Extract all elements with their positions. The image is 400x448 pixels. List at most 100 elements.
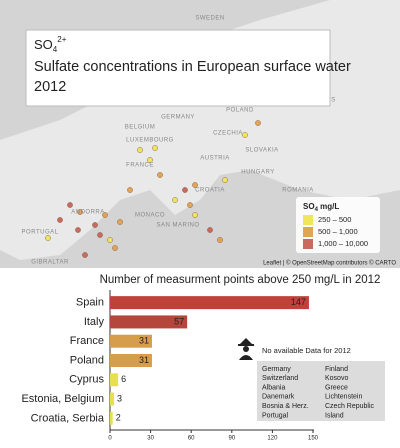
title-box [25,29,331,107]
no-data-country: Island [325,412,344,419]
map-label: CROATIA [195,188,225,194]
y-tick-label: Spain [76,297,104,309]
map-dot [192,212,198,218]
no-data-country: Lichtenstein [325,394,362,401]
map-dot [102,212,108,218]
map-dot [192,182,198,188]
map-title: Sulfate concentrations in European surfa… [34,59,351,75]
y-tick-label: Poland [70,354,104,366]
map-dot [45,235,51,241]
map-dot [112,245,118,251]
x-tick-label: 60 [188,436,195,442]
map-dot [187,202,193,208]
value-label: 31 [139,355,149,365]
legend-title-sub: 4 [315,207,319,213]
x-tick-label: 0 [108,436,112,442]
value-label: 3 [117,393,122,403]
map-dots [45,77,261,258]
attribution[interactable]: Leaflet | © OpenStreetMap contributors ©… [263,260,396,267]
map-dot [67,202,73,208]
no-data-country: Czech Republic [325,403,375,410]
map-label: MONACO [135,213,165,219]
map-dot [97,232,103,238]
map-dot [92,222,98,228]
x-tick-label: 30 [147,436,154,442]
map-label: CZECHIA [213,131,243,137]
x-tick-label: 150 [308,436,319,442]
legend-label: 500 – 1,000 [318,227,358,236]
map-dot [242,132,248,138]
formula-sup: 2+ [57,35,66,44]
bar [110,373,119,387]
x-tick-label: 120 [267,436,278,442]
legend-box [296,197,380,253]
no-data-country: Switzerland [262,375,298,382]
y-tick-label: Croatia, Serbia [31,412,105,424]
no-data-country: Bosnia & Herz. [262,403,309,410]
spy-icon [238,338,254,360]
map-dot [217,237,223,243]
bar [110,334,152,348]
map-dot [182,187,188,193]
legend-label: 250 – 500 [318,215,351,224]
legend-swatch [303,239,313,249]
value-label: 6 [121,374,126,384]
no-data-box [257,361,385,421]
value-label: 57 [174,316,184,326]
no-data-list: Germany Switzerland Albania Danemark Bosnia … [262,366,375,420]
map-dot [75,227,81,233]
no-data-country: Albania [262,384,285,391]
bar [110,354,152,367]
bar [110,411,113,425]
map-label: FRANCE [126,163,154,169]
map-dot [152,145,158,151]
map-label: GERMANY [161,115,195,121]
map-dot [77,209,83,215]
y-tick-label: Estonia, Belgium [21,393,104,405]
y-tick-label: France [70,335,104,347]
map-label: ANDORRA [71,210,105,216]
no-data-country: Finland [325,366,348,373]
formula-text: SO [34,37,53,52]
map-dot [157,172,163,178]
legend-title: SO4 mg/L [303,202,339,212]
map-dot [172,197,178,203]
map-dot [82,252,88,258]
bar-chart: 0 30 60 90 120 150 Spain 147 Italy 57 France 31 Pola… [21,296,319,442]
legend-label: 1,000 – 10,000 [318,239,368,248]
map-dot [117,219,123,225]
map-dot [107,237,113,243]
no-data-country: Danemark [262,394,295,401]
legend-swatch [303,215,313,225]
map-label: AUSTRIA [200,156,230,162]
formula-sub: 4 [53,45,58,54]
y-tick-label: Italy [84,316,105,328]
map-label: SLOVAKIA [245,148,278,154]
value-label: 2 [116,413,121,423]
map-label: SAN MARINO [156,223,199,229]
map-label: GIBRALTAR [31,260,69,266]
map-label: HUNGARY [241,170,274,176]
map-label: PORTUGAL [22,230,59,236]
bar [110,392,115,406]
map-label: ROMANIA [282,188,314,194]
formula: SO42+ [34,35,67,54]
map-dot [147,157,153,163]
no-data-country: Greece [325,384,348,391]
map-label: LUXEMBOURG [126,138,174,144]
map-dot [207,227,213,233]
map-dot [137,147,143,153]
legend: 250 – 500 500 – 1,000 1,000 – 10,000 [303,215,368,249]
map-label: SWEDEN [195,16,224,22]
map-labels: SWEDENNETHERLANDSGERMANYPOLANDBELARUSBEL… [22,16,336,266]
no-data-country: Kosovo [325,375,348,382]
map-label: BELGIUM [125,125,156,131]
map-year: 2012 [34,79,66,95]
map-dot [222,177,228,183]
legend-title-text: SO [303,202,315,211]
value-label: 147 [291,297,306,307]
no-data-country: Germany [262,366,291,373]
legend-swatch [303,227,313,237]
map-dot [57,217,63,223]
